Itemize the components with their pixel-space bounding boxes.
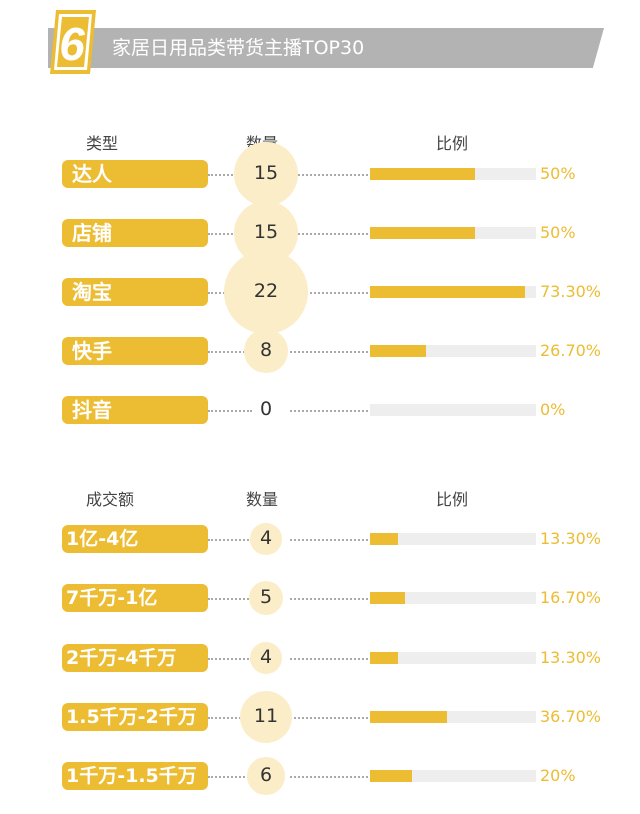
section-number-icon: 6 [50,10,96,74]
ratio-bar [370,345,427,357]
category-label: 2千万-4千万 [62,644,208,672]
count-bubble [240,691,292,743]
count-bubble [250,523,282,555]
chart-row: 店铺 15 50% [0,201,640,265]
ratio-bar-track [370,652,536,664]
ratio-bar [370,168,476,180]
count-bubble [244,329,288,373]
column-header-ratio: 比例 [436,134,469,153]
count-value: 15 [253,221,279,243]
category-label: 店铺 [62,219,208,247]
category-label: 7千万-1亿 [62,584,208,612]
ratio-label: 16.70% [540,588,602,607]
leader-dots [290,598,368,600]
column-header-count: 数量 [246,490,279,509]
count-value: 4 [259,646,273,668]
column-header-category: 成交额 [86,490,135,509]
leader-dots [290,410,368,412]
leader-dots [290,717,368,719]
count-value: 11 [253,705,279,727]
ratio-label: 13.30% [540,529,602,548]
category-label: 淘宝 [62,278,208,306]
ratio-bar [370,227,476,239]
ratio-label: 26.70% [540,341,602,360]
leader-dots [290,658,368,660]
ratio-bar [370,533,399,545]
count-bubble [224,250,308,334]
ratio-label: 13.30% [540,648,602,667]
leader-dots [290,539,368,541]
ratio-bar-track [370,286,536,298]
leader-dots [208,776,252,778]
chart-row: 1.5千万-2千万 11 36.70% [0,691,640,743]
ratio-label: 50% [540,223,576,242]
ratio-label: 50% [540,164,576,183]
ratio-bar [370,711,448,723]
ratio-bar-track [370,404,536,416]
ratio-bar-track [370,711,536,723]
leader-dots [208,539,252,541]
chart-row: 达人 15 50% [0,142,640,206]
column-header-category: 类型 [86,134,119,153]
title-banner [48,28,604,68]
count-bubble [247,757,285,795]
ratio-bar [370,770,413,782]
count-value: 22 [253,280,279,302]
ratio-label: 73.30% [540,282,602,301]
ratio-bar-track [370,533,536,545]
count-bubble [250,642,282,674]
chart-row: 1千万-1.5千万 6 20% [0,756,640,796]
leader-dots [290,776,368,778]
count-bubble [248,580,284,616]
ratio-label: 36.70% [540,707,602,726]
category-label: 1亿-4亿 [62,525,208,553]
leader-dots [208,717,252,719]
ratio-bar-track [370,168,536,180]
count-value: 15 [253,162,279,184]
count-value: 6 [259,764,273,786]
leader-dots [208,174,252,176]
chart-row: 抖音 0 0% [0,390,640,430]
chart-row: 淘宝 22 73.30% [0,250,640,334]
ratio-bar-track [370,770,536,782]
ratio-bar [370,592,406,604]
count-value: 0 [259,398,273,420]
count-value: 8 [259,339,273,361]
leader-dots [290,292,368,294]
page-title: 家居日用品类带货主播TOP30 [112,37,365,59]
chart-row: 快手 8 26.70% [0,329,640,373]
chart-row: 1亿-4亿 4 13.30% [0,519,640,559]
category-label: 1.5千万-2千万 [62,703,208,731]
ratio-bar-track [370,592,536,604]
leader-dots [208,658,252,660]
ratio-bar-track [370,345,536,357]
chart-row: 7千万-1亿 5 16.70% [0,578,640,618]
category-label: 快手 [62,337,208,365]
chart-row: 2千万-4千万 4 13.30% [0,638,640,678]
ratio-label: 0% [540,400,566,419]
count-bubble [234,142,298,206]
leader-dots [208,598,252,600]
leader-dots [290,351,368,353]
ratio-bar [370,286,525,298]
ratio-label: 20% [540,766,576,785]
leader-dots [290,174,368,176]
ratio-bar [370,652,399,664]
category-label: 1千万-1.5千万 [62,762,208,790]
count-value: 4 [259,527,273,549]
ratio-bar-track [370,227,536,239]
category-label: 达人 [62,160,208,188]
section-number: 6 [59,18,85,70]
leader-dots [208,410,252,412]
leader-dots [208,233,252,235]
leader-dots [290,233,368,235]
column-header-ratio: 比例 [436,490,469,509]
category-label: 抖音 [62,396,208,424]
count-value: 5 [259,586,273,608]
leader-dots [208,351,252,353]
